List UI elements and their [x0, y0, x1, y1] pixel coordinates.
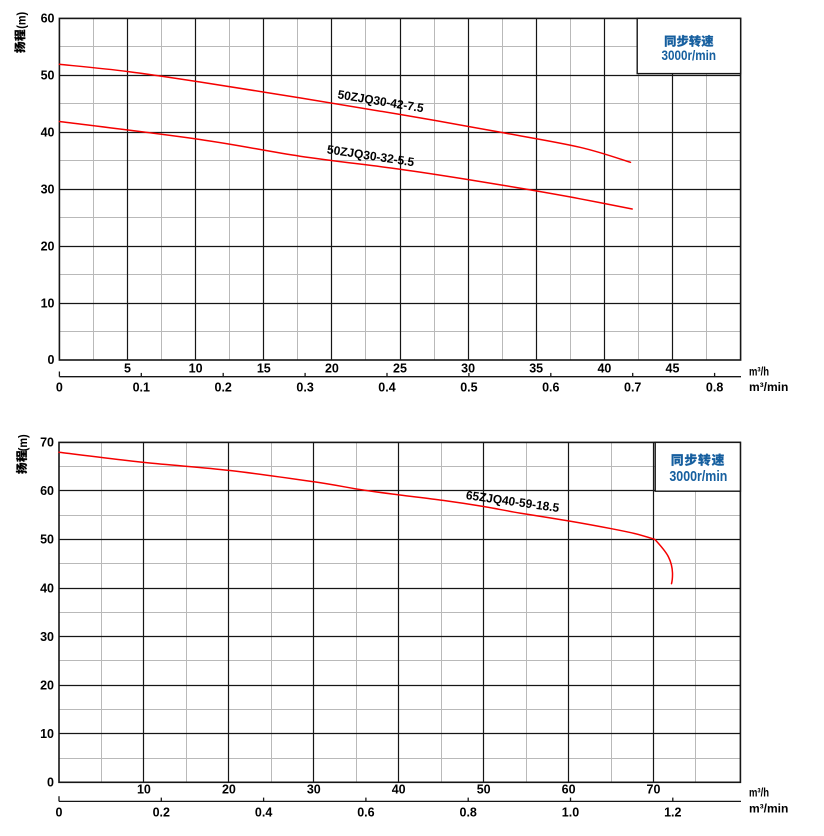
svg-text:30: 30: [41, 182, 55, 196]
svg-text:30: 30: [307, 783, 321, 797]
svg-text:0.1: 0.1: [133, 381, 150, 395]
svg-text:35: 35: [529, 362, 543, 376]
svg-text:70: 70: [647, 783, 661, 797]
svg-text:40: 40: [392, 783, 406, 797]
svg-text:3000r/min: 3000r/min: [662, 47, 717, 63]
svg-text:20: 20: [222, 783, 236, 797]
svg-text:50: 50: [41, 69, 55, 83]
svg-text:20: 20: [325, 362, 339, 376]
svg-text:0.2: 0.2: [215, 381, 232, 395]
svg-text:60: 60: [41, 12, 55, 26]
svg-text:20: 20: [40, 678, 54, 692]
svg-text:40: 40: [597, 362, 611, 376]
svg-text:40: 40: [40, 581, 54, 595]
svg-text:0.7: 0.7: [624, 381, 641, 395]
svg-text:0.3: 0.3: [296, 381, 313, 395]
svg-text:3000r/min: 3000r/min: [669, 469, 727, 485]
svg-text:50: 50: [40, 533, 54, 547]
svg-text:70: 70: [40, 436, 54, 450]
svg-text:0.4: 0.4: [378, 381, 395, 395]
svg-text:0.6: 0.6: [542, 381, 559, 395]
svg-text:m³/min: m³/min: [749, 802, 788, 816]
svg-text:50: 50: [477, 783, 491, 797]
svg-text:60: 60: [40, 484, 54, 498]
svg-text:25: 25: [393, 362, 407, 376]
svg-text:30: 30: [40, 630, 54, 644]
svg-text:(m): (m): [16, 12, 28, 29]
svg-text:m³/h: m³/h: [749, 786, 769, 800]
svg-text:10: 10: [189, 362, 203, 376]
svg-text:0: 0: [48, 353, 55, 367]
svg-text:0.8: 0.8: [460, 806, 477, 820]
svg-text:10: 10: [41, 296, 55, 310]
svg-text:5: 5: [124, 362, 131, 376]
svg-text:30: 30: [461, 362, 475, 376]
svg-text:40: 40: [41, 126, 55, 140]
svg-text:0: 0: [47, 776, 54, 790]
svg-text:60: 60: [562, 783, 576, 797]
svg-text:0.6: 0.6: [357, 806, 374, 820]
svg-text:0: 0: [56, 806, 63, 820]
svg-text:0.5: 0.5: [460, 381, 477, 395]
svg-text:0.2: 0.2: [153, 806, 170, 820]
svg-text:m³/min: m³/min: [749, 380, 788, 394]
svg-text:10: 10: [40, 727, 54, 741]
svg-text:45: 45: [666, 362, 680, 376]
svg-text:20: 20: [41, 239, 55, 253]
svg-text:1.2: 1.2: [664, 806, 681, 820]
svg-text:0.4: 0.4: [255, 806, 272, 820]
svg-text:15: 15: [257, 362, 271, 376]
svg-text:m³/h: m³/h: [749, 365, 769, 379]
svg-text:(m): (m): [18, 434, 30, 451]
svg-text:0: 0: [56, 381, 63, 395]
svg-text:0.8: 0.8: [706, 381, 723, 395]
svg-text:10: 10: [137, 783, 151, 797]
svg-text:1.0: 1.0: [562, 806, 579, 820]
